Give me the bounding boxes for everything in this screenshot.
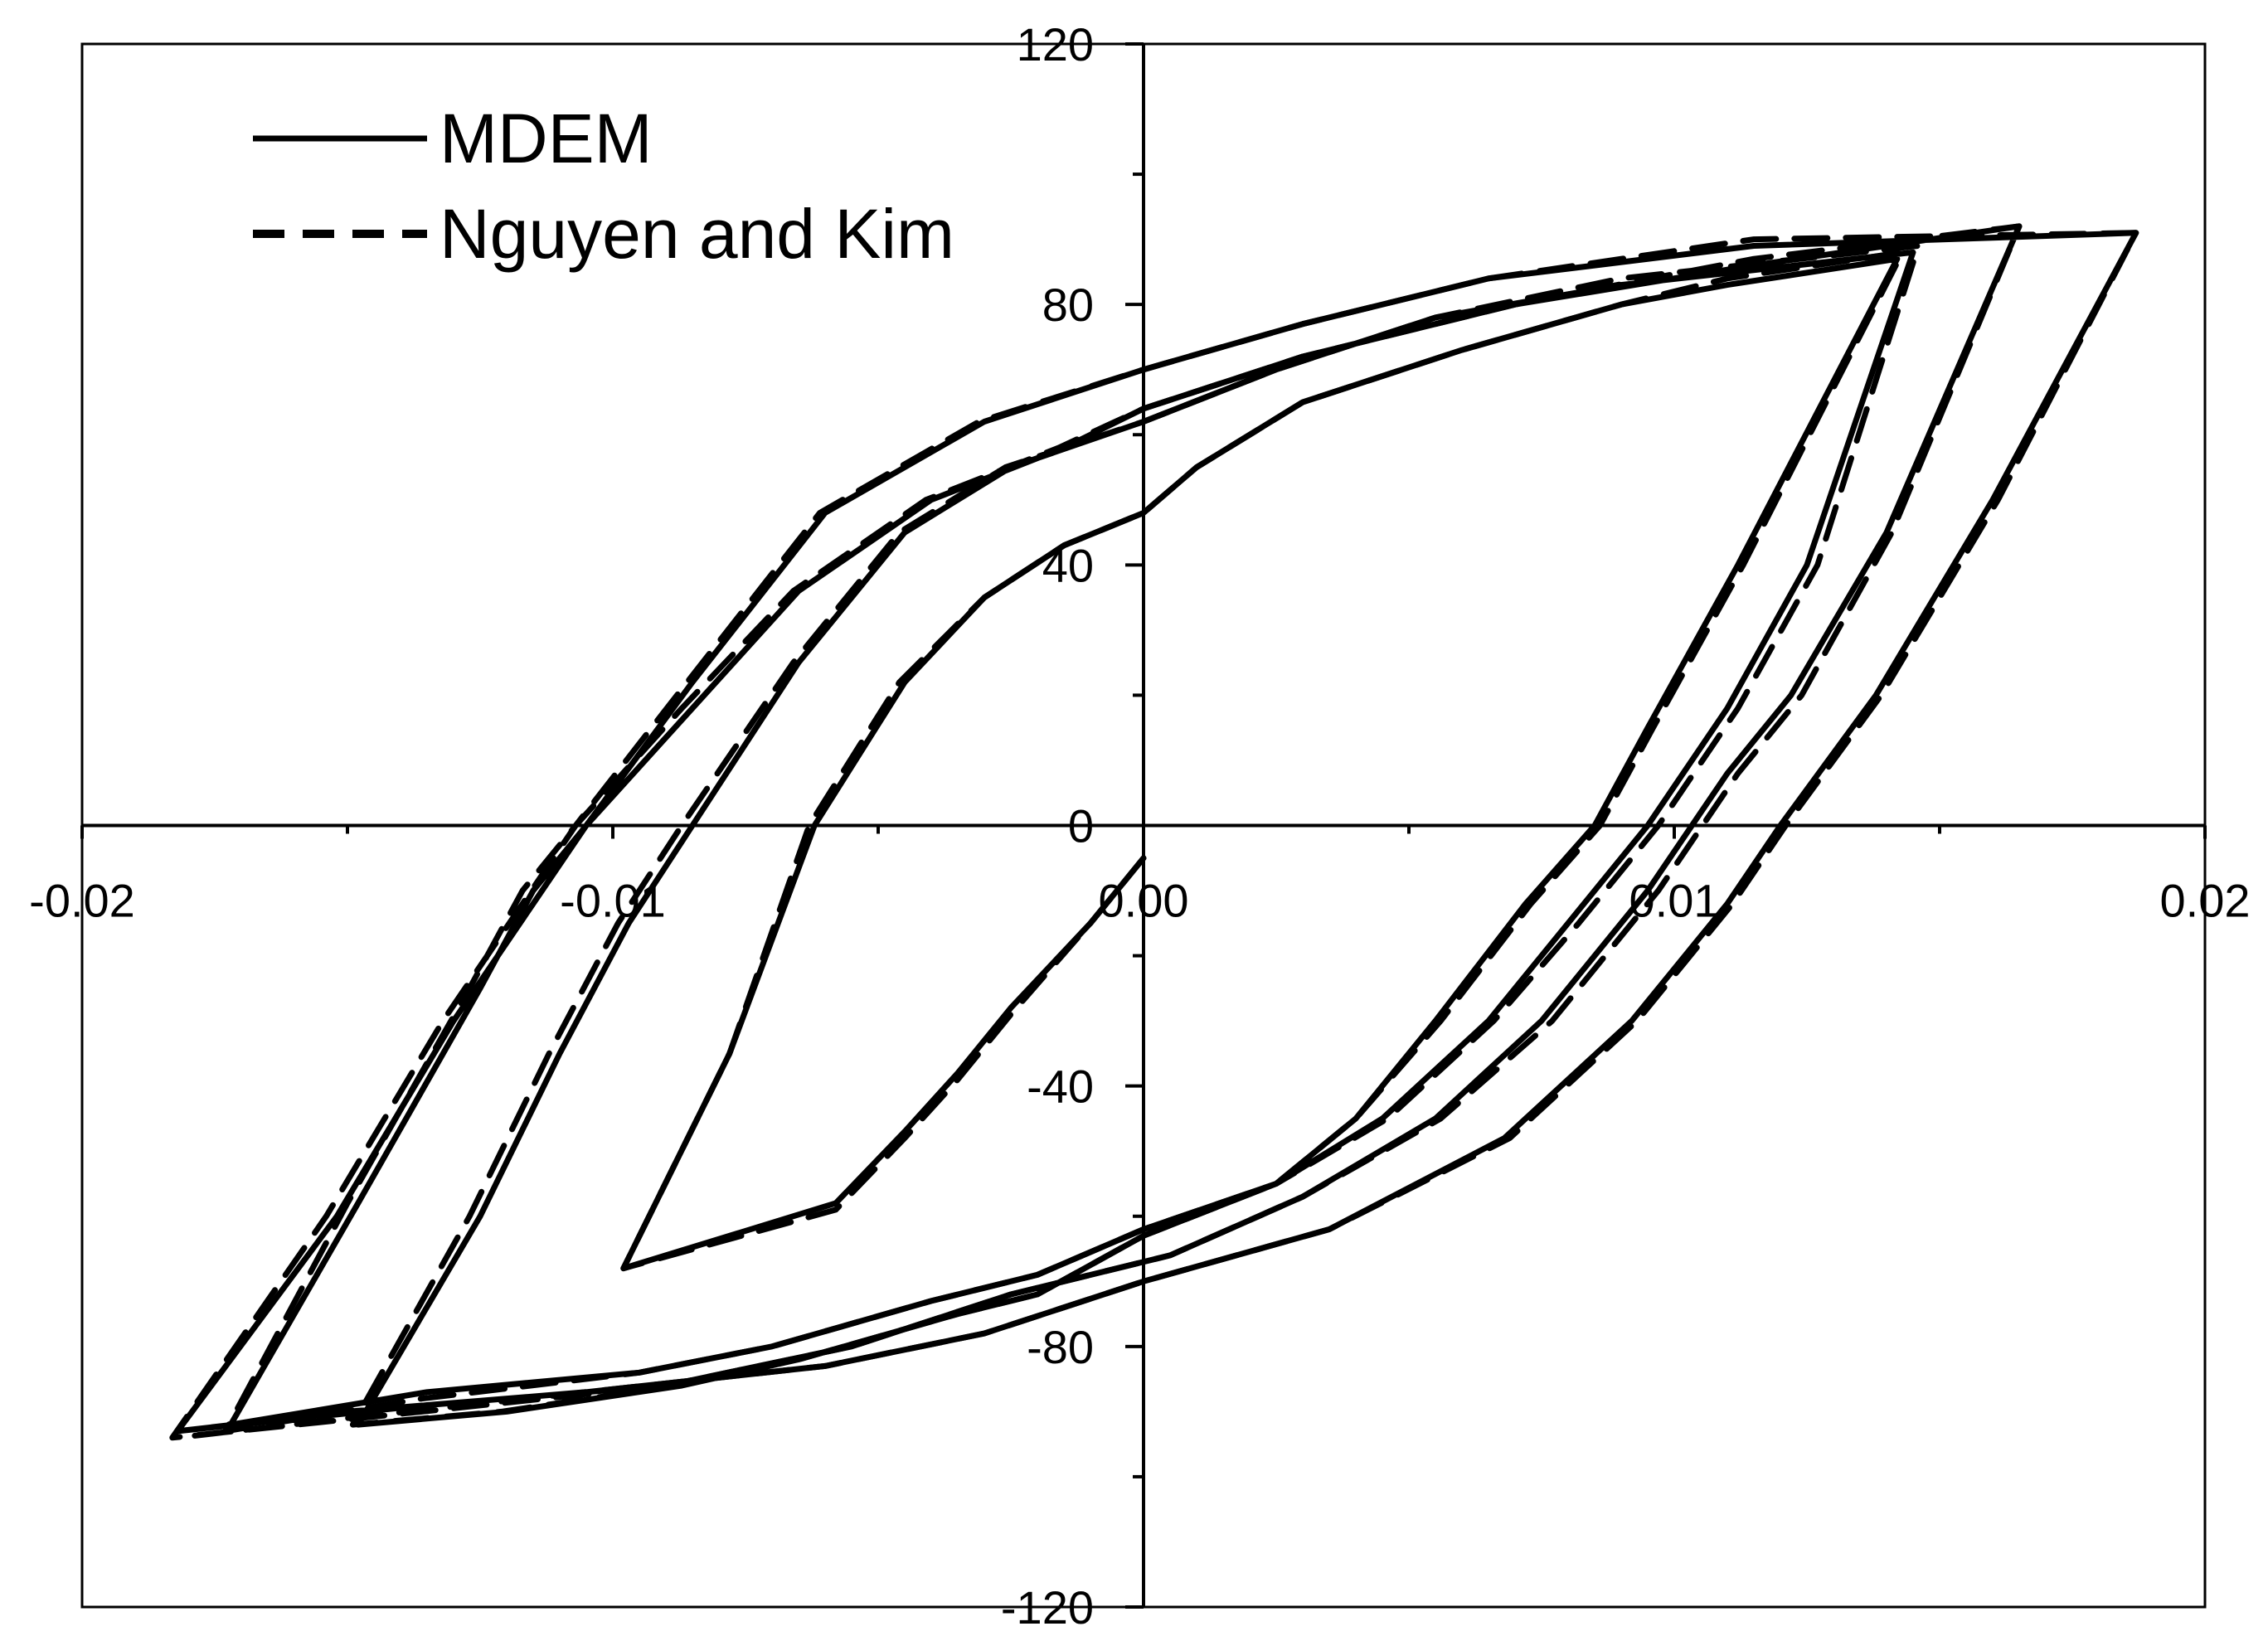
y-tick-label: 0 <box>1068 800 1094 852</box>
y-tick-label: 80 <box>1042 279 1094 331</box>
legend-label-nguyen-and-kim: Nguyen and Kim <box>440 195 954 273</box>
series-group <box>169 223 2139 1441</box>
y-tick-label: 40 <box>1042 539 1094 591</box>
y-tick-label: 120 <box>1017 18 1094 70</box>
legend: MDEM Nguyen and Kim <box>253 100 954 273</box>
y-tick-label: -80 <box>1027 1321 1094 1373</box>
x-tick-label: 0.01 <box>1629 875 1720 927</box>
ticks <box>80 42 2207 1609</box>
y-tick-label: -120 <box>1001 1581 1094 1634</box>
x-tick-label: 0.00 <box>1099 875 1189 927</box>
tick-labels: -0.02 -0.01 0.00 0.01 0.02 120 80 40 0 -40 -80 -120 <box>29 18 2250 1634</box>
y-tick-label: -40 <box>1027 1061 1094 1113</box>
x-tick-label: -0.02 <box>29 875 135 927</box>
x-tick-label: 0.02 <box>2160 875 2251 927</box>
legend-label-mdem: MDEM <box>440 100 653 177</box>
series-nguyen-and-kim <box>169 223 2139 1441</box>
x-tick-label: -0.01 <box>560 875 666 927</box>
